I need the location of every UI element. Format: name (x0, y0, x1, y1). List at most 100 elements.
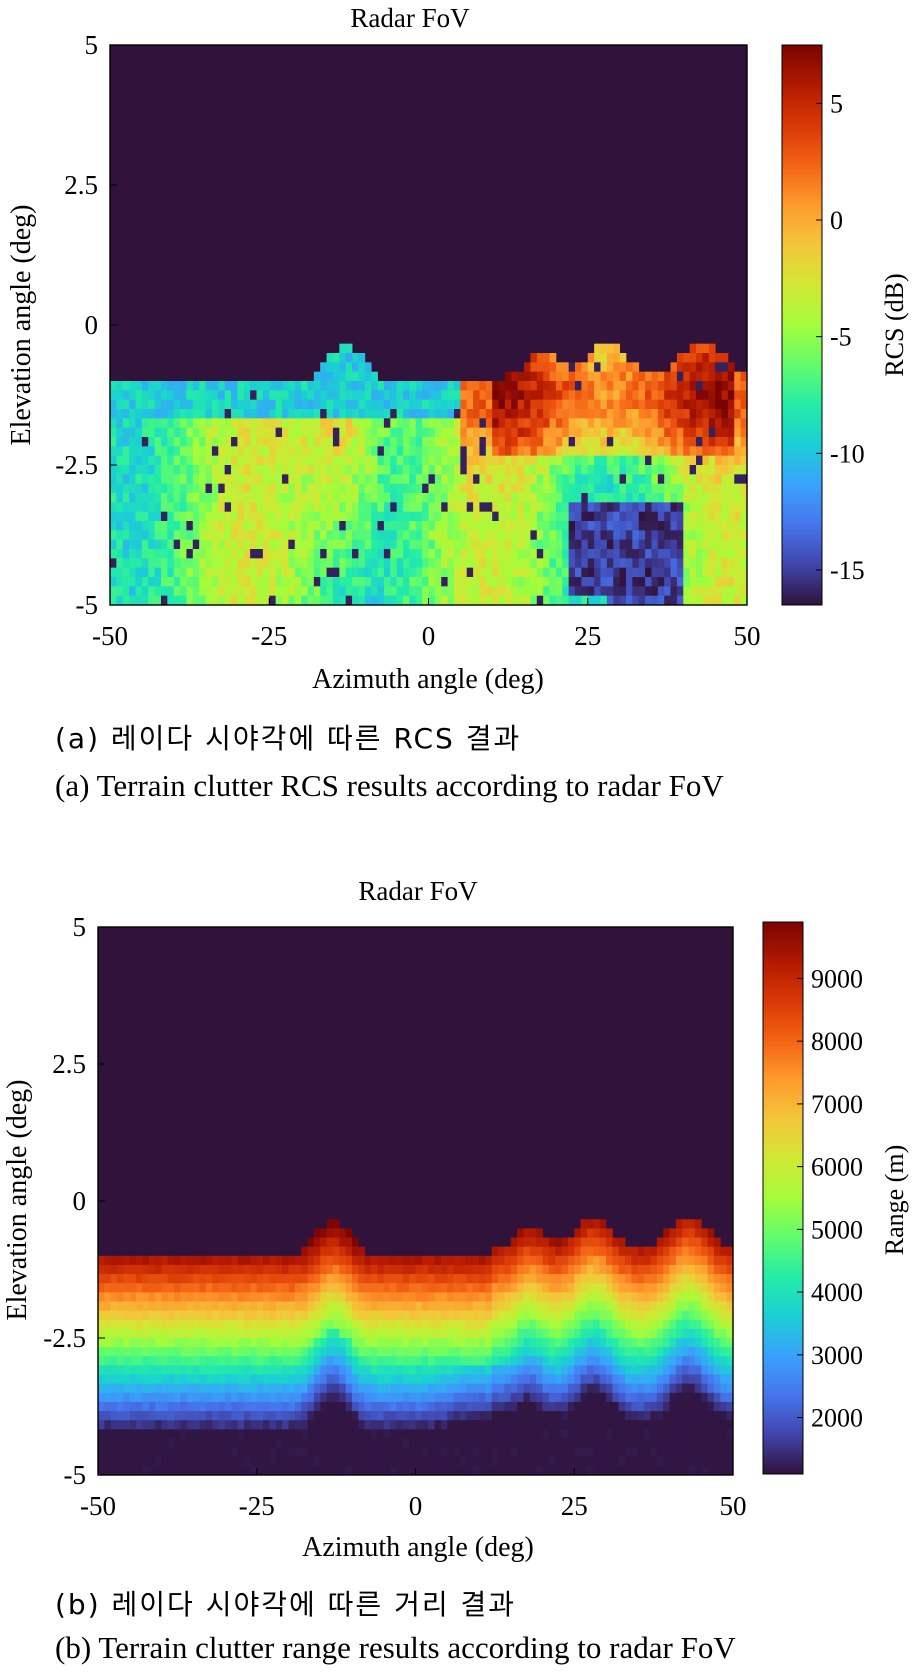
heatmap-cell (517, 437, 525, 447)
heatmap-cell (320, 437, 327, 447)
heatmap-cell (523, 1383, 531, 1394)
heatmap-cell (696, 558, 703, 569)
heatmap-cell (587, 371, 595, 382)
heatmap-cell (129, 1328, 137, 1339)
heatmap-cell (586, 1356, 594, 1366)
heatmap-cell (174, 1438, 181, 1448)
heatmap-cell (504, 1356, 512, 1366)
heatmap-cell (473, 465, 480, 475)
heatmap-cell (587, 455, 595, 466)
heatmap-cell (326, 1237, 334, 1248)
heatmap-cell (428, 493, 436, 503)
heatmap-cell (459, 1356, 467, 1366)
heatmap-cell (459, 1301, 467, 1311)
heatmap-cell (485, 595, 493, 606)
heatmap-cell (466, 493, 474, 503)
heatmap-cell (632, 371, 640, 382)
heatmap-cell (135, 493, 143, 503)
heatmap-cell (422, 539, 429, 550)
heatmap-cell (320, 362, 327, 373)
heatmap-cell (224, 437, 232, 447)
heatmap-cell (663, 1283, 670, 1293)
heatmap-cell (562, 455, 570, 466)
heatmap-cell (625, 427, 633, 438)
heatmap-cell (352, 446, 359, 457)
heatmap-cell (421, 1301, 429, 1311)
heatmap-cell (415, 1338, 423, 1348)
heatmap-cell (415, 455, 423, 466)
heatmap-cell (256, 1292, 264, 1302)
heatmap-cell (123, 1338, 131, 1348)
heatmap-cell (301, 1274, 308, 1284)
heatmap-cell (396, 474, 404, 485)
heatmap-cell (244, 1420, 251, 1430)
heatmap-cell (473, 390, 480, 401)
heatmap-cell (320, 567, 327, 578)
heatmap-cell (517, 1374, 524, 1385)
heatmap-cell (656, 1401, 664, 1412)
heatmap-cell (606, 595, 614, 606)
heatmap-cell (390, 1465, 397, 1476)
heatmap-cell (98, 1283, 105, 1293)
heatmap-cell (161, 1465, 169, 1476)
heatmap-cell (517, 1264, 524, 1275)
heatmap-cell (422, 521, 429, 531)
heatmap-cell (421, 1292, 429, 1302)
heatmap-cell (364, 1301, 372, 1311)
heatmap-cell (142, 1401, 150, 1412)
heatmap-cell (155, 1383, 162, 1394)
heatmap-cell (237, 1338, 245, 1348)
heatmap-cell (231, 1328, 239, 1339)
heatmap-cell (186, 558, 194, 569)
y-axis-label: Elevation angle (deg) (6, 204, 37, 445)
heatmap-cell (523, 1246, 531, 1257)
heatmap-cell (664, 558, 671, 569)
heatmap-cell (619, 530, 627, 541)
heatmap-cell (688, 1292, 696, 1302)
heatmap-cell (485, 577, 493, 587)
heatmap-cell (371, 409, 378, 419)
heatmap-cell (332, 1292, 340, 1302)
heatmap-cell (536, 465, 544, 475)
heatmap-cell (675, 1429, 683, 1439)
heatmap-cell (536, 455, 544, 466)
heatmap-cell (727, 390, 735, 401)
heatmap-cell (320, 511, 327, 522)
heatmap-cell (332, 1365, 340, 1375)
heatmap-cell (485, 1456, 493, 1467)
heatmap-cell (332, 1420, 340, 1430)
heatmap-cell (110, 1365, 118, 1375)
heatmap-cell (345, 567, 353, 578)
heatmap-cell (536, 511, 544, 522)
heatmap-cell (409, 1401, 416, 1412)
heatmap-cell (599, 1228, 607, 1238)
heatmap-cell (307, 1438, 315, 1448)
heatmap-cell (231, 427, 238, 438)
heatmap-cell (224, 567, 232, 578)
heatmap-cell (371, 1411, 378, 1421)
heatmap-cell (619, 493, 627, 503)
heatmap-cell (421, 1456, 429, 1467)
heatmap-cell (160, 595, 168, 606)
heatmap-cell (237, 1465, 245, 1476)
heatmap-cell (377, 483, 385, 494)
heatmap-cell (390, 530, 398, 541)
heatmap-cell (250, 549, 257, 559)
heatmap-cell (358, 353, 366, 363)
heatmap-cell (453, 455, 461, 466)
heatmap-cell (650, 1319, 658, 1330)
heatmap-cell (696, 427, 703, 438)
heatmap-cell (536, 381, 544, 391)
heatmap-cell (637, 1328, 645, 1339)
heatmap-cell (510, 1465, 518, 1476)
heatmap-cell (517, 1465, 524, 1476)
heatmap-cell (364, 1392, 372, 1403)
heatmap-cell (243, 567, 251, 578)
heatmap-cell (211, 511, 219, 522)
heatmap-cell (371, 1356, 378, 1366)
heatmap-cell (307, 549, 315, 559)
heatmap-cell (625, 455, 633, 466)
heatmap-cell (459, 1310, 467, 1321)
heatmap-cell (313, 390, 321, 401)
heatmap-cell (358, 577, 366, 587)
